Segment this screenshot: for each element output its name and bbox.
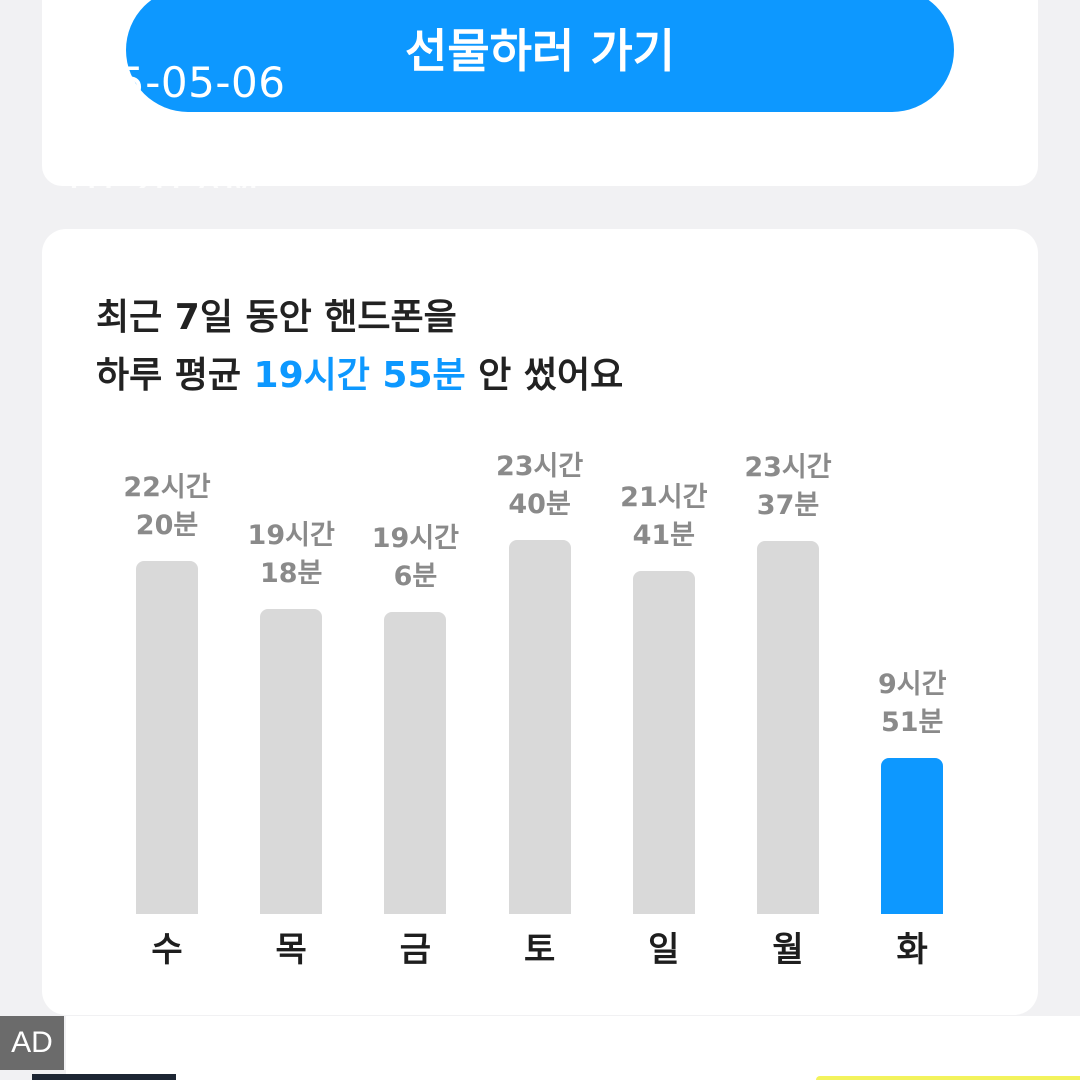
day-label: 수	[151, 930, 183, 970]
usage-bar-1	[136, 561, 198, 914]
value-label-hours: 21시간	[620, 482, 708, 514]
usage-bar-5	[632, 571, 695, 914]
usage-bar-value-label: 21시간 41분	[604, 479, 724, 555]
usage-bar-7	[881, 758, 944, 914]
value-label-hours: 9시간	[877, 669, 947, 701]
day-label: 일	[648, 930, 680, 970]
headline-suffix: 안 썼어요	[465, 355, 624, 396]
day-label: 목	[275, 930, 307, 970]
value-label-minutes: 41분	[632, 520, 695, 552]
ad-banner-yellow-strip	[816, 1076, 1080, 1080]
value-label-minutes: 20분	[135, 510, 199, 542]
value-label-minutes: 37분	[756, 489, 820, 521]
overlay-date-text: 5-05-06	[118, 58, 286, 107]
headline-line-1: 최근 7일 동안 핸드폰을	[96, 297, 457, 338]
value-label-minutes: 40분	[508, 489, 571, 520]
usage-stats-card: 최근 7일 동안 핸드폰을 하루 평균 19시간 55분 안 썼어요 22시간 2…	[42, 229, 1038, 1015]
headline-line-2: 하루 평균 19시간 55분 안 썼어요	[96, 347, 623, 405]
overlay-time-text: 10:20 AM	[60, 164, 259, 188]
ad-banner[interactable]	[66, 1016, 1080, 1080]
day-label: 월	[772, 930, 804, 970]
value-label-minutes: 6분	[393, 561, 438, 593]
value-label-hours: 23시간	[495, 451, 584, 482]
usage-bar-value-label: 23시간 40분	[480, 448, 600, 524]
usage-bar-6	[757, 540, 819, 914]
ad-badge: AD	[0, 1016, 64, 1070]
day-label: 화	[896, 930, 928, 970]
value-label-hours: 19시간	[371, 523, 460, 555]
gift-button[interactable]: 선물하러 가기	[126, 0, 954, 112]
average-time-highlight: 19시간 55분	[253, 355, 466, 396]
usage-bar-value-label: 19시간 6분	[355, 520, 475, 596]
usage-bar-value-label: 22시간 20분	[107, 469, 227, 545]
value-label-minutes: 51분	[880, 707, 944, 739]
usage-bar-value-label: 9시간 51분	[852, 666, 972, 742]
usage-bar-value-label: 23시간 37분	[728, 449, 848, 525]
day-label: 토	[523, 930, 556, 970]
usage-bar-2	[260, 609, 323, 914]
day-label: 금	[399, 930, 432, 970]
usage-bar-value-label: 19시간 18분	[231, 517, 351, 593]
usage-bar-3	[384, 612, 447, 914]
value-label-hours: 19시간	[247, 520, 335, 551]
value-label-hours: 23시간	[744, 451, 832, 483]
value-label-minutes: 18분	[259, 558, 323, 589]
usage-bar-4	[508, 540, 571, 914]
value-label-hours: 22시간	[123, 472, 211, 504]
headline-prefix: 하루 평균	[96, 355, 254, 396]
usage-headline: 최근 7일 동안 핸드폰을 하루 평균 19시간 55분 안 썼어요	[96, 289, 623, 405]
ad-banner-dark-strip	[32, 1074, 176, 1080]
